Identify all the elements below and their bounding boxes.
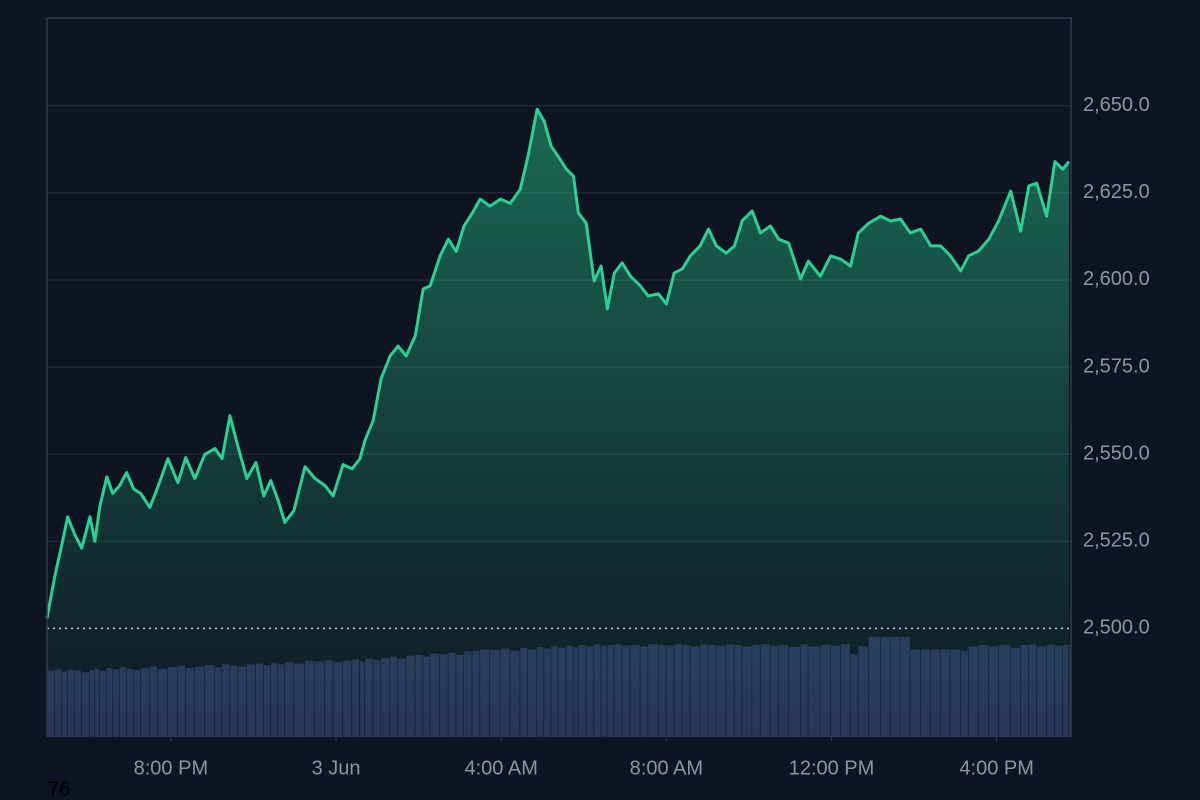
x-tick-label: 8:00 AM (630, 757, 703, 779)
annotation: 76 (48, 778, 70, 800)
price-line (45, 107, 1071, 619)
plot-frame (46, 17, 1072, 737)
axes: 2,500.0 2,525.0 2,550.0 2,575.0 2,600.0 2,625… (134, 94, 1150, 779)
volume-bar (1068, 644, 1071, 737)
x-tick-label: 8:00 PM (134, 757, 208, 779)
x-tick-label: 12:00 PM (789, 757, 875, 779)
y-tick-label: 2,575.0 (1083, 355, 1150, 377)
x-tick-label: 3 Jun (312, 757, 361, 779)
y-tick-label: 2,600.0 (1083, 268, 1150, 290)
x-tick-label: 4:00 AM (464, 757, 537, 779)
y-tick-label: 2,550.0 (1083, 442, 1150, 464)
y-tick-label: 2,525.0 (1083, 530, 1150, 552)
price-area (47, 109, 1069, 737)
plot (45, 107, 1071, 737)
y-tick-label: 2,500.0 (1083, 617, 1150, 639)
y-tick-label: 2,625.0 (1083, 181, 1150, 203)
y-tick-label: 2,650.0 (1083, 94, 1150, 116)
x-tick-label: 4:00 PM (959, 757, 1033, 779)
